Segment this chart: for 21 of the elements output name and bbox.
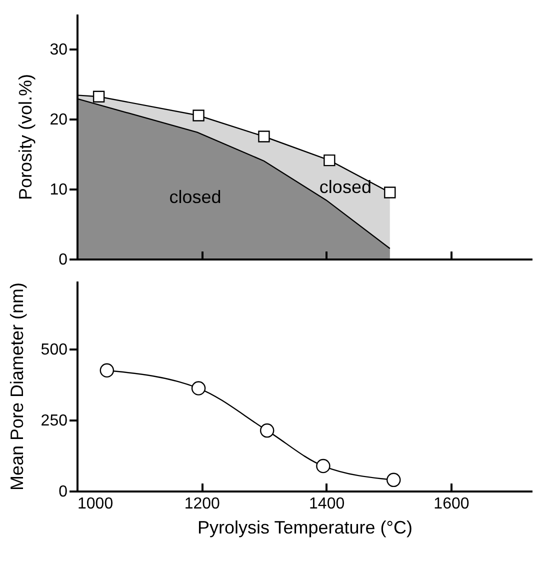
point [92, 90, 105, 102]
annotation: closed [169, 186, 222, 207]
y-tick-label: 10 [50, 182, 68, 198]
y-tick-label: 500 [40, 342, 68, 359]
point [384, 186, 396, 198]
y-tick-label: 20 [50, 112, 68, 128]
point [258, 130, 270, 142]
x-axis-title: Pyrolysis Temperature (°C) [198, 518, 412, 538]
y-tick-label: 0 [58, 484, 68, 500]
y-axis-title: Mean Pore Diameter (nm) [6, 282, 27, 491]
y-tick-label: 0 [58, 252, 68, 268]
x-tick-label: 1200 [184, 496, 220, 512]
y-tick-label: 250 [40, 412, 68, 430]
annotation: closed [319, 176, 372, 197]
y-tick-label: 30 [50, 42, 68, 58]
x-tick-label: 1400 [309, 496, 345, 512]
x-tick-label: 1000 [78, 496, 114, 512]
point [192, 110, 204, 122]
x-tick-label: 1600 [434, 496, 470, 512]
point [324, 154, 336, 166]
y-axis-title: Porosity (vol.%) [16, 74, 36, 200]
